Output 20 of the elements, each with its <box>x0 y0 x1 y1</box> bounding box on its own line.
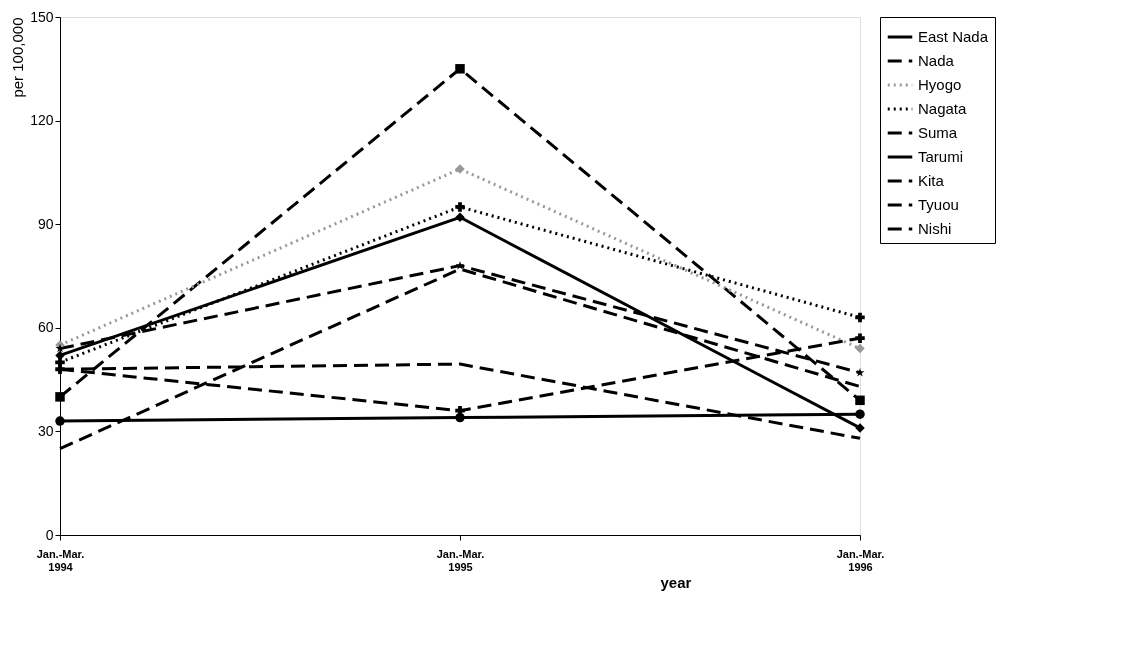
y-tick-label: 30 <box>37 422 54 439</box>
legend-label: Nagata <box>918 100 968 117</box>
y-tick-label: 60 <box>37 319 54 336</box>
legend-label: Nada <box>918 52 955 69</box>
x-tick-label: Jan.-Mar. 1994 <box>36 547 85 573</box>
y-tick-label: 0 <box>45 526 54 543</box>
y-tick-label: 120 <box>30 112 54 129</box>
y-axis-title: per 100,000 <box>9 17 27 98</box>
legend-label: Tarumi <box>918 148 964 165</box>
legend-label: Kita <box>918 172 945 189</box>
legend-label: Nishi <box>918 220 952 237</box>
legend-label: Tyuou <box>918 196 959 213</box>
x-tick-label: Jan.-Mar. 1995 <box>436 547 485 573</box>
legend-label: Suma <box>918 124 958 141</box>
x-tick-label: Jan.-Mar. 1996 <box>836 547 885 573</box>
x-axis-title: year <box>660 573 692 591</box>
y-tick-label: 90 <box>37 215 54 232</box>
y-tick-label: 150 <box>30 8 54 25</box>
legend-label: Hyogo <box>918 76 962 93</box>
legend-label: East Nada <box>918 28 989 45</box>
